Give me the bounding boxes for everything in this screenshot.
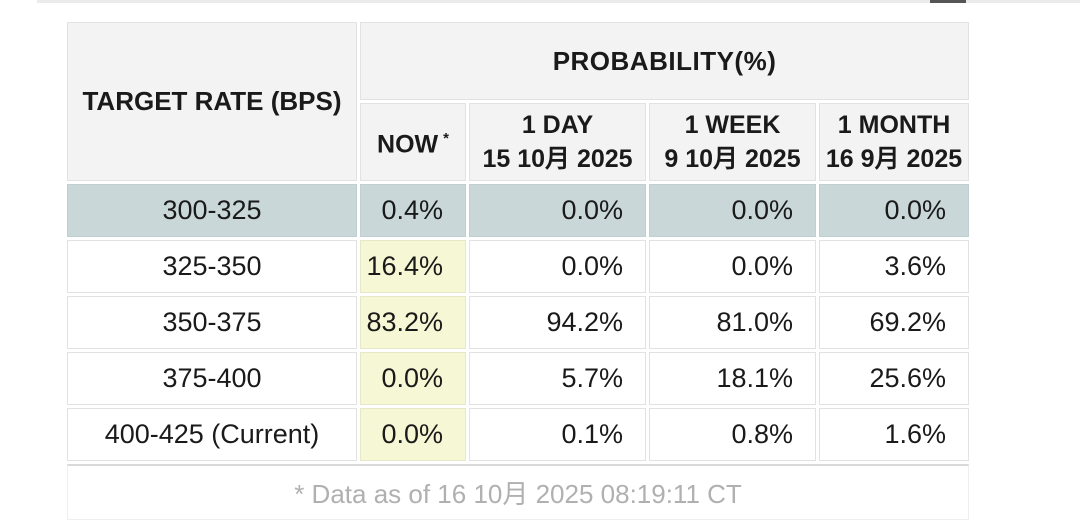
fedwatch-probability-table: TARGET RATE (BPS) PROBABILITY(%) NOW * 1 … [64,19,972,523]
target-rate-cell: 400-425 (Current) [67,408,357,461]
column-date: 16 9月 2025 [825,145,963,173]
column-header-1-day: 1 DAY 15 10月 2025 [469,103,646,181]
probability-cell-1-month: 3.6% [819,240,970,293]
target-rate-cell: 325-350 [67,240,357,293]
probability-cell-1-month: 69.2% [819,296,970,349]
column-title: 1 MONTH [837,111,951,139]
probability-cell-1-day: 0.1% [469,408,646,461]
probability-cell-1-month: 25.6% [819,352,970,405]
column-header-now: NOW * [360,103,466,181]
column-header-1-week: 1 WEEK 9 10月 2025 [649,103,816,181]
top-edge-dark-fragment [930,0,966,3]
now-label: NOW [377,130,439,159]
probability-cell-now: 83.2% [360,296,466,349]
probability-cell-now: 0.4% [360,184,466,237]
probability-cell-now: 0.0% [360,352,466,405]
probability-cell-1-week: 0.8% [649,408,816,461]
probability-cell-now: 0.0% [360,408,466,461]
probability-cell-1-day: 0.0% [469,184,646,237]
probability-cell-1-week: 81.0% [649,296,816,349]
probability-cell-1-day: 0.0% [469,240,646,293]
probability-cell-1-week: 0.0% [649,184,816,237]
column-title: 1 WEEK [684,111,781,139]
probability-cell-1-month: 1.6% [819,408,970,461]
probability-cell-1-month: 0.0% [819,184,970,237]
probability-cell-1-week: 0.0% [649,240,816,293]
table-row-325-350: 325-350 16.4% 0.0% 0.0% 3.6% [67,240,970,293]
probability-cell-now: 16.4% [360,240,466,293]
table-row-350-375: 350-375 83.2% 94.2% 81.0% 69.2% [67,296,970,349]
column-header-1-month: 1 MONTH 16 9月 2025 [819,103,970,181]
target-rate-cell: 300-325 [67,184,357,237]
probability-cell-1-day: 94.2% [469,296,646,349]
probability-header: PROBABILITY(%) [360,22,970,100]
target-rate-header: TARGET RATE (BPS) [67,22,357,181]
probability-cell-1-week: 18.1% [649,352,816,405]
data-as-of-note: * Data as of 16 10月 2025 08:19:11 CT [67,464,970,520]
table-row-300-325: 300-325 0.4% 0.0% 0.0% 0.0% [67,184,970,237]
top-edge-divider [37,0,1080,3]
table-footer-row: * Data as of 16 10月 2025 08:19:11 CT [67,464,970,520]
fedwatch-probability-panel: TARGET RATE (BPS) PROBABILITY(%) NOW * 1 … [64,19,972,523]
probability-cell-1-day: 5.7% [469,352,646,405]
column-date: 9 10月 2025 [664,145,801,173]
target-rate-cell: 350-375 [67,296,357,349]
table-row-400-425-current: 400-425 (Current) 0.0% 0.1% 0.8% 1.6% [67,408,970,461]
column-title: 1 DAY [521,111,594,139]
column-date: 15 10月 2025 [482,145,633,173]
target-rate-cell: 375-400 [67,352,357,405]
now-footnote-mark: * [443,130,449,148]
table-row-375-400: 375-400 0.0% 5.7% 18.1% 25.6% [67,352,970,405]
